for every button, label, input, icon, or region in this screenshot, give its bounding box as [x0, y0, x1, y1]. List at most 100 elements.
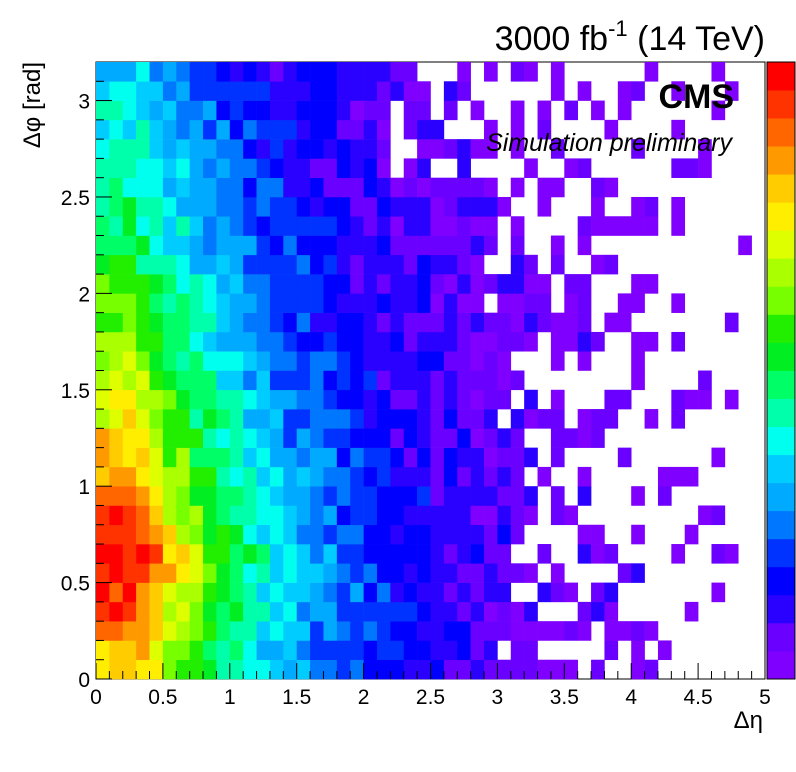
heatmap-cell	[189, 601, 204, 622]
heatmap-cell	[363, 428, 378, 448]
heatmap-cell	[671, 409, 686, 429]
heatmap-cell	[430, 389, 445, 410]
heatmap-cell	[269, 62, 284, 82]
heatmap-cell	[162, 370, 177, 391]
heatmap-cell	[162, 659, 177, 680]
heatmap-cell	[363, 582, 378, 603]
heatmap-cell	[577, 524, 592, 545]
heatmap-cell	[149, 447, 164, 468]
heatmap-cell	[296, 139, 311, 159]
heatmap-cell	[96, 177, 110, 198]
heatmap-cell	[136, 466, 150, 487]
heatmap-cell	[417, 351, 431, 371]
heatmap-cell	[403, 177, 418, 198]
heatmap-cell	[390, 505, 405, 526]
heatmap-cell	[497, 351, 512, 371]
heatmap-cell	[376, 139, 391, 159]
heatmap-cell	[430, 196, 445, 217]
heatmap-cell	[310, 139, 324, 159]
heatmap-cell	[470, 139, 485, 159]
heatmap-cell	[149, 274, 164, 294]
heatmap-cell	[363, 158, 378, 178]
heatmap-cell	[604, 119, 619, 140]
heatmap-cell	[577, 312, 592, 333]
heatmap-cell	[283, 100, 297, 121]
heatmap-cell	[229, 216, 244, 236]
heatmap-cell	[149, 235, 164, 256]
heatmap-cell	[96, 601, 110, 622]
heatmap-cell	[310, 640, 324, 661]
heatmap-cell	[122, 312, 137, 333]
heatmap-cell	[136, 486, 150, 506]
heatmap-cell	[537, 274, 552, 294]
heatmap-cell	[96, 274, 110, 294]
heatmap-cell	[524, 601, 538, 622]
heatmap-cell	[363, 621, 378, 641]
heatmap-cell	[336, 312, 351, 333]
heatmap-cell	[283, 486, 297, 506]
heatmap-cell	[363, 389, 378, 410]
heatmap-cell	[296, 254, 311, 275]
heatmap-cell	[296, 409, 311, 429]
heatmap-cell	[577, 351, 592, 371]
heatmap-cell	[176, 486, 190, 506]
heatmap-cell	[564, 659, 578, 680]
heatmap-cell	[417, 659, 431, 680]
heatmap-cell	[484, 640, 498, 661]
heatmap-cell	[189, 177, 204, 198]
heatmap-cell	[189, 351, 204, 371]
heatmap-cell	[443, 621, 458, 641]
heatmap-cell	[443, 196, 458, 217]
heatmap-cell	[283, 119, 297, 140]
heatmap-cell	[269, 582, 284, 603]
heatmap-cell	[176, 409, 190, 429]
heatmap-cell	[470, 274, 485, 294]
heatmap-cell	[176, 524, 190, 545]
heatmap-cell	[390, 370, 405, 391]
heatmap-cell	[390, 601, 405, 622]
heatmap-cell	[390, 216, 405, 236]
heatmap-cell	[176, 389, 190, 410]
heatmap-cell	[470, 582, 485, 603]
heatmap-cell	[403, 235, 418, 256]
heatmap-cell	[457, 544, 471, 564]
heatmap-cell	[417, 81, 431, 101]
heatmap-cell	[323, 524, 338, 545]
heatmap-cell	[443, 254, 458, 275]
heatmap-cell	[336, 216, 351, 236]
heatmap-cell	[216, 139, 231, 159]
heatmap-cell	[537, 177, 552, 198]
heatmap-cell	[577, 486, 592, 506]
heatmap-cell	[122, 139, 137, 159]
heatmap-cell	[96, 331, 110, 352]
y-tick-label: 2.5	[61, 187, 90, 210]
heatmap-cell	[109, 505, 124, 526]
heatmap-cell	[376, 544, 391, 564]
heatmap-cell	[216, 389, 231, 410]
heatmap-cell	[243, 601, 257, 622]
heatmap-cell	[657, 486, 672, 506]
heatmap-cell	[617, 293, 632, 313]
heatmap-cell	[711, 505, 726, 526]
heatmap-cell	[631, 351, 645, 371]
heatmap-cell	[363, 563, 378, 583]
heatmap-cell	[149, 409, 164, 429]
heatmap-cell	[390, 563, 405, 583]
heatmap-cell	[524, 312, 538, 333]
heatmap-cell	[256, 100, 271, 121]
heatmap-cell	[350, 158, 364, 178]
heatmap-cell	[96, 312, 110, 333]
heatmap-cell	[497, 274, 512, 294]
heatmap-cell	[323, 563, 338, 583]
heatmap-cell	[122, 486, 137, 506]
heatmap-cell	[189, 659, 204, 680]
heatmap-cell	[457, 621, 471, 641]
heatmap-cell	[550, 312, 565, 333]
heatmap-cell	[162, 582, 177, 603]
heatmap-cell	[497, 370, 512, 391]
heatmap-cell	[591, 601, 605, 622]
heatmap-cell	[443, 486, 458, 506]
heatmap-cell	[162, 409, 177, 429]
heatmap-cell	[443, 351, 458, 371]
heatmap-cell	[229, 331, 244, 352]
